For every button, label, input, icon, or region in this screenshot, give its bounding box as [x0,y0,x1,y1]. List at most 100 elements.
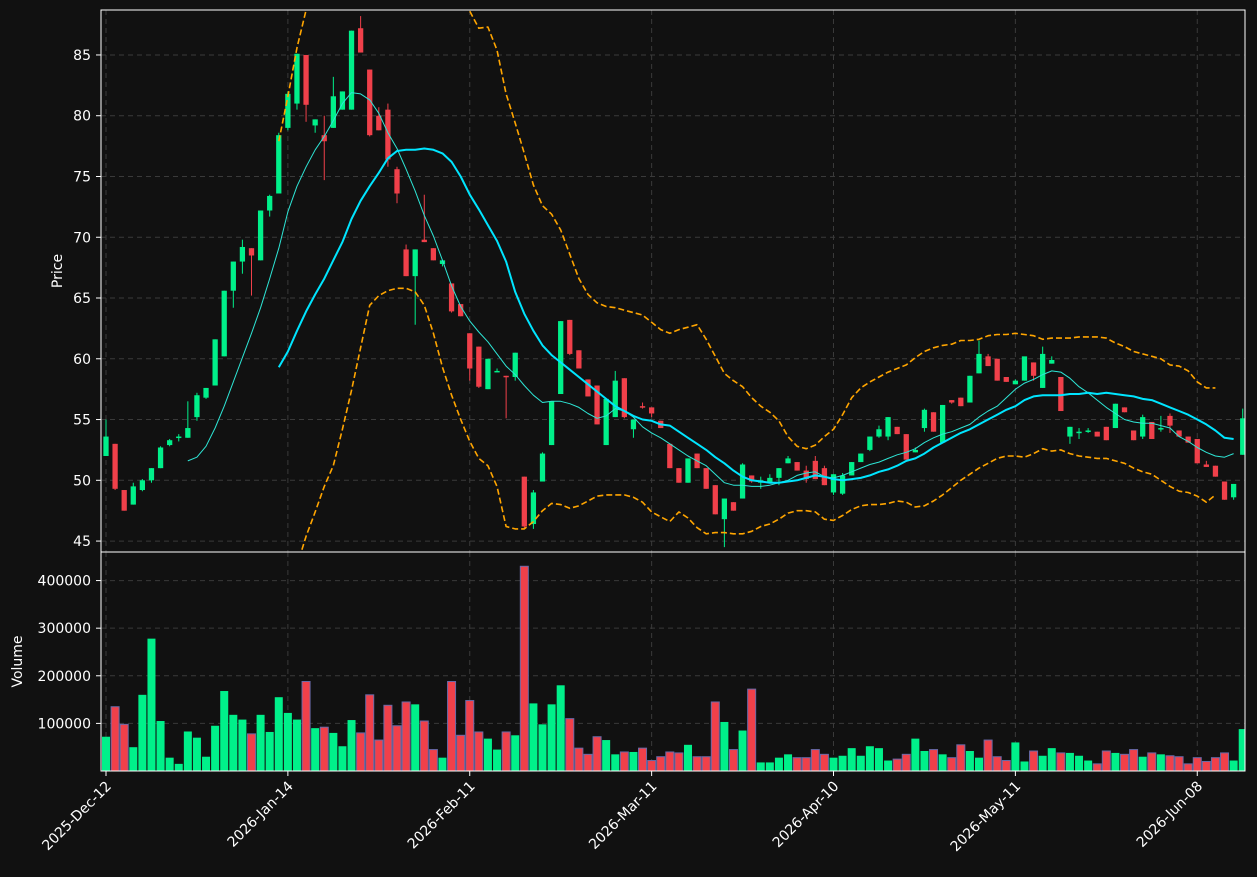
candle-up [721,498,728,520]
volume-bar-up [684,744,693,771]
volume-bar-up [220,691,229,771]
volume-bar-down [319,726,329,771]
volume-bar-up [611,754,620,771]
candle-down [467,333,473,369]
volume-bar-up [975,757,984,771]
volume-bar-up [138,694,147,771]
volume-bar-up [556,685,565,771]
candle-up [512,352,518,378]
volume-bar-up [483,738,492,771]
volume-bar-down [747,688,757,771]
volume-bar-up [202,756,211,771]
volume-bar-down [1120,753,1130,771]
candle-down [576,350,582,369]
candle-down [949,400,955,403]
volume-bar-up [1229,760,1238,771]
candle-up [212,339,218,386]
volume-bar-up [1065,752,1074,771]
volume-bar-down [710,701,720,771]
volume-bar-down [1183,763,1193,771]
volume-bar-up [192,737,201,771]
candle-down [376,115,382,131]
candle-down [958,397,964,407]
price-axis-label: Price [50,254,66,288]
volume-bar-down [619,751,629,771]
candle-up [612,380,618,418]
candle-up [548,401,555,446]
volume-bar-down [574,747,584,771]
volume-bar-down [956,744,966,771]
candle-down [458,304,464,317]
volume-bar-up [165,757,174,771]
volume-bar-up [856,755,865,771]
volume-bar-down [392,725,402,771]
candle-up [494,370,500,373]
candle-up [1140,417,1146,437]
volume-bar-up [1020,761,1029,771]
volume-bar-up [283,712,292,771]
candle-down [648,407,655,414]
slow-moving-average-line [277,147,1234,484]
candle-down [730,502,737,511]
candle-down [994,358,1000,381]
candle-up [858,453,864,463]
volume-bar-down [992,756,1002,771]
candle-down [712,485,718,515]
volume-bar-down [465,700,475,771]
candle-up [876,429,882,437]
price-ytick-label: 60 [73,352,91,368]
volume-bar-up [1011,742,1020,771]
volume-bar-down [947,757,957,771]
candle-up [276,135,282,194]
candle-down [421,239,427,243]
candle-down [621,378,627,418]
candle-down [430,248,437,261]
candle-down [794,462,800,471]
volume-panel: 100000 200000 300000 400000 Volume [10,551,1246,772]
candle-down [1030,362,1037,376]
candle-up [1049,359,1055,364]
candle-down [930,412,937,432]
volume-bar-up [965,751,974,771]
candle-up [1076,431,1082,434]
candle-down [1121,407,1128,413]
volume-bar-up [911,738,920,771]
volume-bar-down [1201,760,1211,771]
candle-up [776,468,782,478]
candle-up [1230,483,1237,498]
candle-up [239,246,246,262]
volume-bar-up [1047,748,1056,771]
candle-down [1003,377,1009,382]
volume-bar-down [592,736,602,771]
volume-bar-down [701,756,711,771]
volume-bar-up [329,732,338,771]
volume-bar-up [865,746,874,771]
candle-up [739,464,746,499]
candle-up [330,96,336,128]
volume-bar-up [229,714,238,771]
volume-bar-down [428,749,438,771]
candle-down [1194,438,1200,464]
volume-bar-down [246,733,257,771]
volume-ytick-label: 100000 [38,716,91,732]
volume-bar-down [1147,752,1157,771]
volume-bar-up [1038,755,1047,771]
volume-bar-up [538,724,547,771]
candle-up [1158,428,1164,430]
candle-up [830,474,837,493]
volume-bar-up [738,730,747,771]
candle-down [1203,464,1209,467]
volume-bar-down [356,732,366,771]
candle-down [121,490,127,511]
candle-up [185,428,191,438]
volume-bar-down [792,757,802,771]
candle-up [912,449,918,453]
volume-ytick-label: 300000 [38,621,91,637]
candle-down [639,406,646,408]
candle-down [749,475,755,482]
candle-down [1167,415,1173,426]
candle-up [885,417,891,437]
candle-down [403,249,409,277]
